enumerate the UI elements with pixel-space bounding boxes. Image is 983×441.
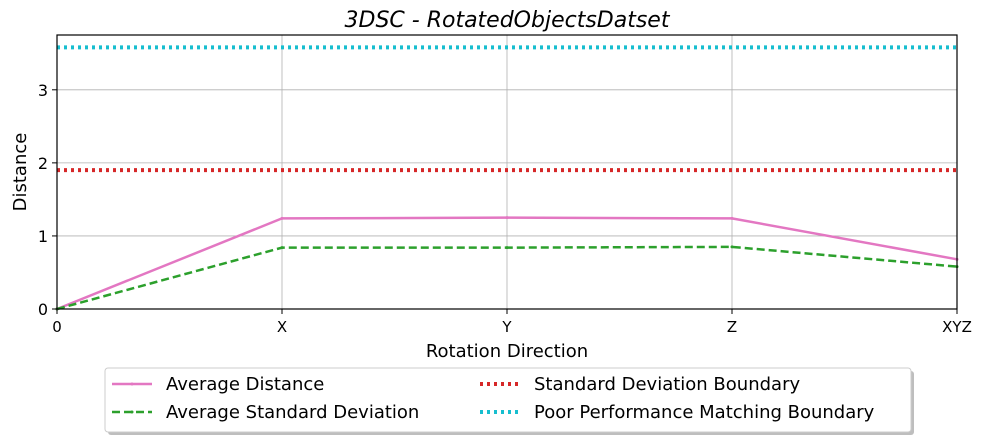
data-point — [505, 216, 509, 220]
y-tick-label: 2 — [38, 154, 48, 173]
x-tick-label: Y — [501, 318, 512, 336]
series-lines — [55, 45, 959, 311]
x-tick-label: Z — [727, 318, 737, 336]
data-point — [730, 216, 734, 220]
x-ticks: 0 X Y Z XYZ — [52, 309, 972, 336]
data-point — [280, 246, 284, 250]
data-point — [280, 216, 284, 220]
chart-title: 3DSC - RotatedObjectsDatset — [345, 8, 671, 33]
legend-label: Average Distance — [166, 374, 324, 395]
y-tick-label: 0 — [38, 300, 48, 319]
x-tick-label: XYZ — [942, 318, 972, 336]
legend-label: Average Standard Deviation — [166, 402, 419, 423]
y-axis-label: Distance — [10, 133, 31, 212]
legend-label: Poor Performance Matching Boundary — [534, 402, 875, 423]
legend-marker — [130, 382, 134, 386]
y-tick-label: 3 — [38, 81, 48, 100]
legend-marker — [130, 410, 134, 414]
x-tick-label: 0 — [52, 318, 62, 336]
data-point — [505, 246, 509, 250]
x-axis-label: Rotation Direction — [426, 341, 588, 362]
legend-label: Standard Deviation Boundary — [534, 374, 800, 395]
x-tick-label: X — [277, 318, 287, 336]
y-ticks: 0 1 2 3 — [38, 81, 57, 319]
y-tick-label: 1 — [38, 227, 48, 246]
legend: Average Distance Average Standard Deviati… — [104, 367, 914, 435]
data-point — [730, 245, 734, 249]
legend-box — [104, 367, 912, 433]
